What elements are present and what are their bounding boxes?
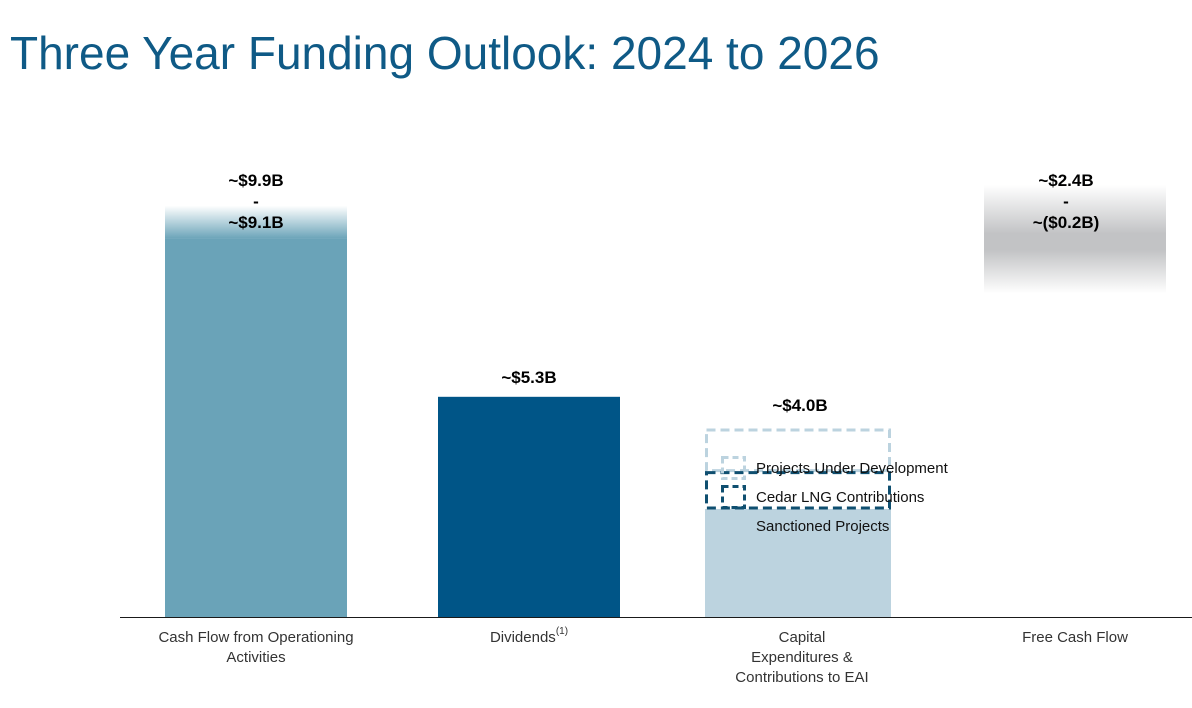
category-label-line: Expenditures & <box>751 649 853 666</box>
legend-swatch <box>721 485 746 509</box>
legend-label: Sanctioned Projects <box>756 518 889 535</box>
value-label: ~$2.4B <box>1038 171 1093 190</box>
value-label: - <box>253 192 259 211</box>
category-label-line: Dividends <box>490 629 556 646</box>
bar-free-cash-flow <box>984 184 1166 294</box>
category-label-line: Activities <box>226 649 285 666</box>
legend-label: Cedar LNG Contributions <box>756 489 924 506</box>
bar-cash-flow <box>165 238 347 617</box>
bar-cash-flow-range <box>165 205 347 239</box>
value-label: ~($0.2B) <box>1033 213 1100 232</box>
bar-capex-cedar-lng <box>705 471 891 510</box>
category-label-line: Contributions to EAI <box>735 669 868 686</box>
category-label-line: Free Cash Flow <box>1022 629 1128 646</box>
value-label: ~$9.1B <box>228 213 283 232</box>
category-label-free-cash-flow: Free Cash Flow <box>1022 629 1128 646</box>
category-label-line: Capital <box>779 629 826 646</box>
value-label: - <box>1063 192 1069 211</box>
legend-swatch <box>721 514 746 538</box>
legend-label: Projects Under Development <box>756 460 949 477</box>
category-label-dividends: Dividends(1) <box>490 626 568 646</box>
legend-swatch <box>721 456 746 480</box>
page-title: Three Year Funding Outlook: 2024 to 2026 <box>10 27 880 79</box>
category-label-capex: Capital Expenditures & Contributions to EA… <box>735 629 868 686</box>
category-label-cash-flow: Cash Flow from Operationing Activities <box>158 629 353 666</box>
category-label-line: Cash Flow from Operationing <box>158 629 353 646</box>
value-label: ~$9.9B <box>228 171 283 190</box>
value-label: ~$4.0B <box>772 396 827 415</box>
bar-capex-projects-under-development <box>705 428 891 473</box>
bar-dividends <box>438 396 620 617</box>
footnote-marker: (1) <box>556 626 568 637</box>
value-label: ~$5.3B <box>501 368 556 387</box>
